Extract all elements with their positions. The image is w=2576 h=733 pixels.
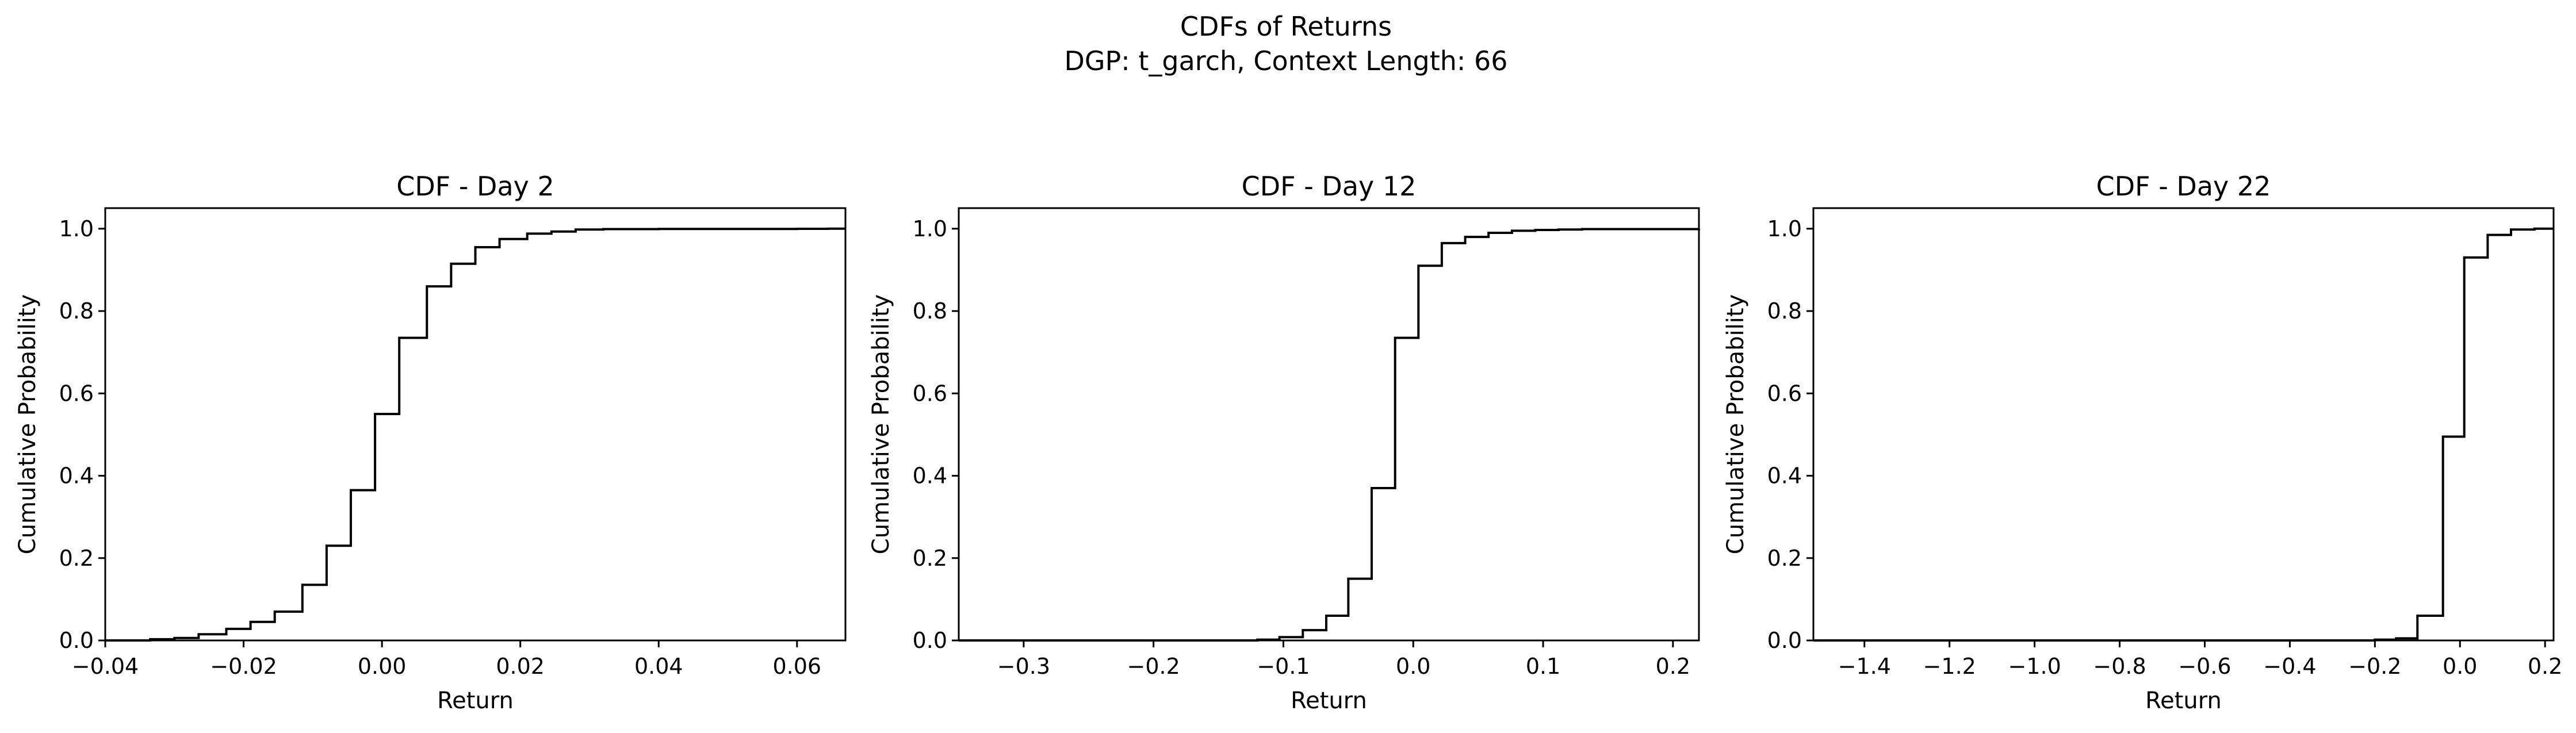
x-tick-label: −0.2 [2348,654,2401,679]
x-axis-label: Return [1291,688,1367,714]
y-tick-label: 1.0 [59,216,94,241]
subplot-title: CDF - Day 22 [2096,171,2271,202]
x-axis-label: Return [2145,688,2222,714]
x-tick-label: −0.4 [2263,654,2316,679]
y-tick-label: 0.8 [1767,298,1802,324]
y-tick-label: 1.0 [1767,216,1802,241]
x-tick-label: 0.0 [2443,654,2477,679]
y-tick-label: 1.0 [913,216,947,241]
x-tick-label: −1.0 [2008,654,2061,679]
figure-suptitle-line2: DGP: t_garch, Context Length: 66 [1064,45,1507,76]
y-tick-label: 0.6 [59,381,94,406]
x-tick-label: −1.2 [1923,654,1976,679]
figure-suptitle-line1: CDFs of Returns [1180,11,1392,42]
x-tick-label: −0.04 [72,654,139,679]
y-tick-label: 0.0 [1767,628,1802,653]
subplot-3: CDF - Day 22 −1.4 −1.2 −1.0 −0.8 −0.6 −0.4 −0.2… [1723,171,2562,714]
x-tick-label: −1.4 [1838,654,1891,679]
x-tick-label: 0.0 [1396,654,1430,679]
axes-frame [1812,207,2555,642]
subplot-panels: CDF - Day 2 −0.04 −0.02 0.00 0.02 0.04 0.06 0.0… [14,171,2562,714]
subplot-title: CDF - Day 2 [396,171,554,202]
y-tick-label: 0.0 [59,628,94,653]
y-tick-label: 0.6 [913,381,947,406]
x-tick-label: 0.2 [2528,654,2562,679]
y-tick-label: 0.8 [59,298,94,324]
x-tick-label: 0.06 [772,654,821,679]
y-axis-label: Cumulative Probability [868,294,894,554]
x-tick-label: 0.02 [496,654,545,679]
y-tick-label: 0.4 [913,463,947,489]
x-tick-label: −0.02 [210,654,277,679]
cdf-step-line [105,227,845,642]
x-tick-label: 0.04 [634,654,683,679]
x-tick-label: −0.6 [2178,654,2231,679]
y-tick-label: 0.4 [59,463,94,489]
subplot-1: CDF - Day 2 −0.04 −0.02 0.00 0.02 0.04 0.06 0.0… [14,171,847,714]
x-tick-label: 0.1 [1526,654,1560,679]
y-tick-label: 0.2 [1767,546,1802,571]
y-axis-label: Cumulative Probability [14,294,41,554]
axes-frame [958,207,1700,642]
subplot-title: CDF - Day 12 [1242,171,1417,202]
x-tick-label: 0.2 [1656,654,1690,679]
x-axis-label: Return [437,688,514,714]
y-tick-label: 0.8 [913,298,947,324]
x-tick-label: 0.00 [358,654,407,679]
x-tick-label: −0.2 [1127,654,1180,679]
x-tick-label: −0.8 [2093,654,2146,679]
y-axis-label: Cumulative Probability [1723,294,1749,554]
y-tick-label: 0.6 [1767,381,1802,406]
cdf-step-line [959,228,1700,642]
x-tick-label: −0.1 [1257,654,1310,679]
y-tick-label: 0.0 [913,628,947,653]
subplot-2: CDF - Day 12 −0.3 −0.2 −0.1 0.0 0.1 0.2 0.0 0.2 0… [868,171,1700,714]
axes-frame [104,207,847,642]
y-tick-label: 0.2 [59,546,94,571]
y-tick-label: 0.4 [1767,463,1802,489]
x-tick-label: −0.3 [997,654,1050,679]
y-tick-label: 0.2 [913,546,947,571]
